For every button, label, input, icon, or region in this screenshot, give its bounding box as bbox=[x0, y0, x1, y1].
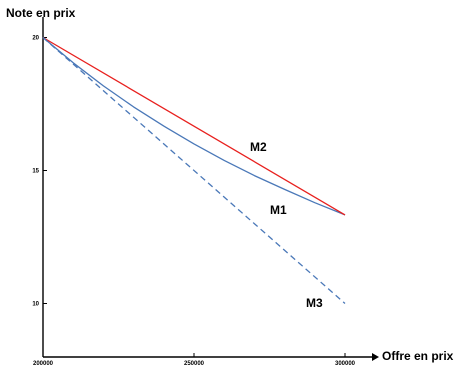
series-line-m3 bbox=[42, 37, 346, 304]
ticks: 200000 250000 300000 10 15 20 bbox=[32, 36, 355, 366]
x-tick-label: 250000 bbox=[184, 361, 205, 366]
series-label-m2: M2 bbox=[250, 140, 267, 154]
series-group bbox=[42, 36, 346, 304]
series-line-m1 bbox=[42, 37, 346, 216]
axes bbox=[42, 17, 379, 361]
x-axis-arrow bbox=[372, 353, 379, 361]
series-line-m2 bbox=[42, 36, 346, 216]
x-tick-label: 300000 bbox=[335, 361, 356, 366]
series-label-m1: M1 bbox=[270, 203, 287, 217]
y-tick-label: 20 bbox=[32, 36, 39, 42]
y-axis-title: Note en prix bbox=[6, 6, 76, 20]
y-tick-label: 15 bbox=[32, 169, 39, 175]
x-axis-title: Offre en prix bbox=[382, 349, 454, 363]
series-label-m3: M3 bbox=[306, 296, 323, 310]
x-tick-label: 200000 bbox=[33, 361, 54, 366]
labels: Note en prix Offre en prix M2 M1 M3 bbox=[6, 6, 454, 363]
y-tick-label: 10 bbox=[32, 302, 39, 308]
